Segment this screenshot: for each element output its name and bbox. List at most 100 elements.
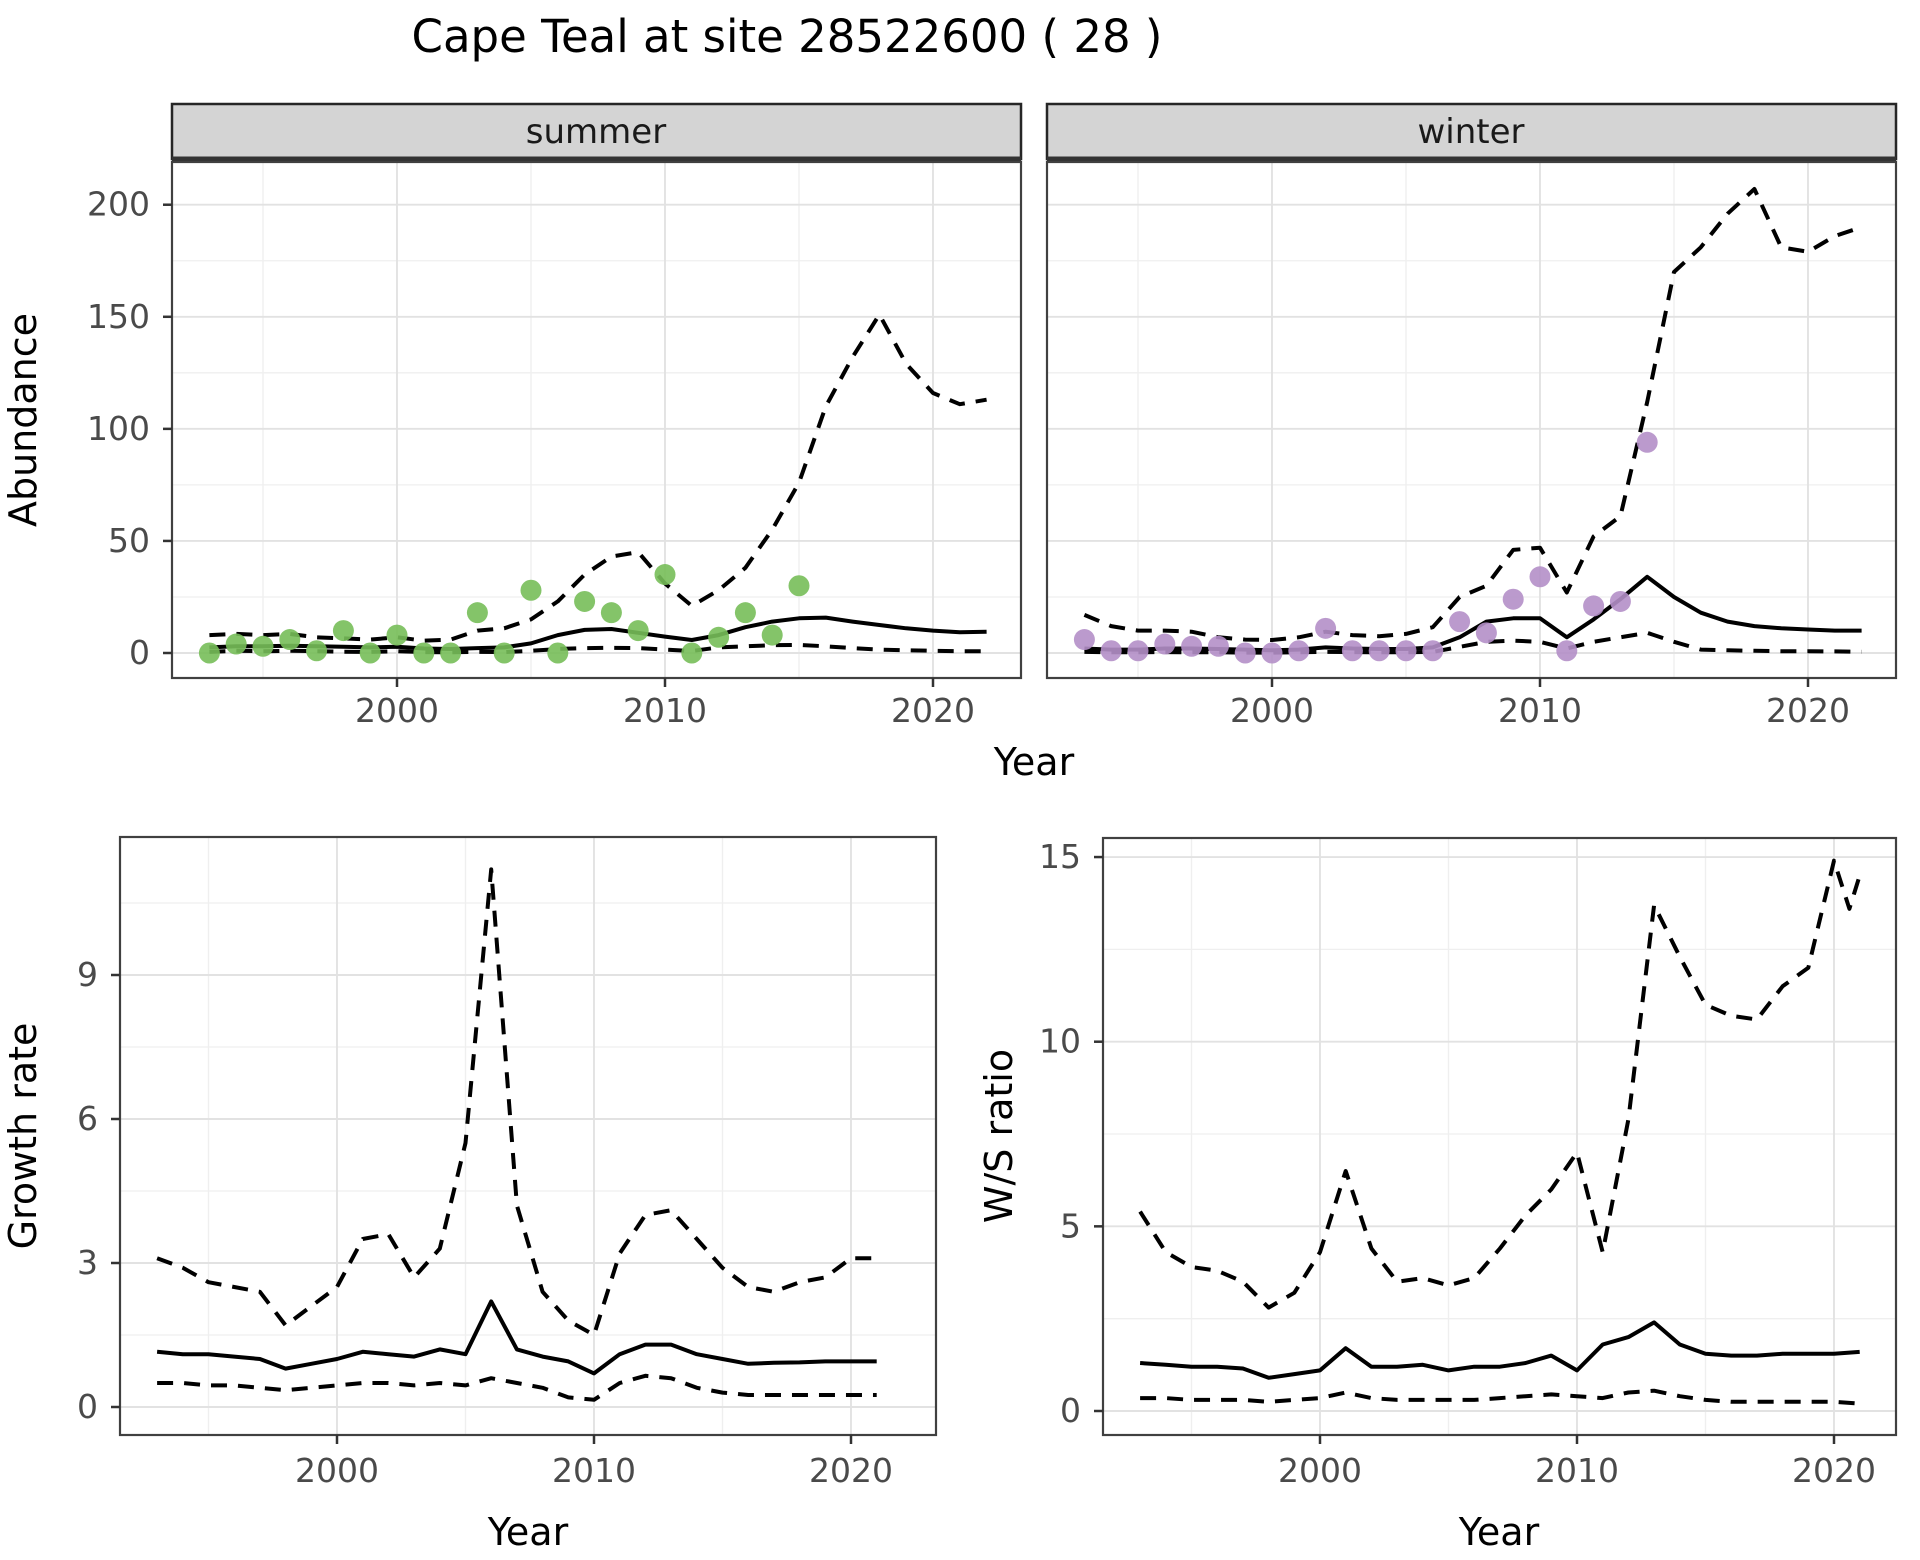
tick-label: 2000 <box>355 691 439 730</box>
ws-ratio-axis-label: W/S ratio <box>977 1049 1021 1223</box>
data-point-summer <box>306 640 328 662</box>
data-point-summer <box>627 620 649 642</box>
data-point-winter <box>1583 595 1605 617</box>
panel-border <box>170 160 1023 680</box>
facet-strip-winter-label: winter <box>1417 112 1524 152</box>
data-point-winter <box>1422 640 1444 662</box>
series-lower-ci <box>1084 630 1862 655</box>
tick-label: 5 <box>1060 1206 1081 1245</box>
year-axis-label-top: Year <box>993 740 1075 784</box>
data-point-summer <box>279 629 301 651</box>
panel-winter: 2000 2010 2020 <box>1045 160 1898 730</box>
data-point-winter <box>1154 633 1176 655</box>
data-point-winter <box>1288 640 1310 662</box>
data-point-winter <box>1395 640 1417 662</box>
series-upper-ci <box>209 312 987 643</box>
tick-label: 200 <box>87 185 150 224</box>
panel-border <box>1101 836 1898 1437</box>
tick-label: 2000 <box>1230 691 1314 730</box>
panel-border <box>1045 160 1898 680</box>
data-point-summer <box>413 642 435 664</box>
tick-label: 15 <box>1039 837 1081 876</box>
tick-label: 3 <box>77 1243 98 1282</box>
tick-label: 2010 <box>1498 691 1582 730</box>
data-point-winter <box>1073 629 1095 651</box>
data-point-winter <box>1127 640 1149 662</box>
data-point-winter <box>1609 590 1631 612</box>
series-upper-ci <box>156 867 877 1337</box>
tick-label: 2020 <box>809 1451 893 1490</box>
series-median <box>1139 1320 1860 1380</box>
tick-label: 2020 <box>891 691 975 730</box>
panel-ws: 2000 2010 2020 0 5 10 15 <box>1039 836 1898 1490</box>
panel-border <box>118 835 938 1437</box>
year-axis-label-bottom-right: Year <box>1458 1510 1540 1554</box>
data-point-summer <box>520 579 542 601</box>
series-lower-ci <box>157 1373 877 1402</box>
series-median <box>209 615 987 651</box>
tick-label: 0 <box>129 633 150 672</box>
growth-rate-axis-label: Growth rate <box>1 1023 45 1250</box>
facet-strip-summer-label: summer <box>526 112 666 152</box>
data-point-winter <box>1368 640 1390 662</box>
data-point-summer <box>225 633 247 655</box>
tick-label: 50 <box>108 521 150 560</box>
data-point-summer <box>547 642 569 664</box>
tick-label: 0 <box>1060 1391 1081 1430</box>
series-lower-ci <box>1140 1388 1860 1406</box>
tick-label: 2010 <box>1535 1451 1619 1490</box>
facet-strip-winter <box>1045 102 1898 161</box>
chart-title: Cape Teal at site 28522600 ( 28 ) <box>412 10 1163 63</box>
data-point-winter <box>1556 640 1578 662</box>
data-point-summer <box>708 626 730 648</box>
data-point-winter <box>1181 635 1203 657</box>
tick-label: 100 <box>87 409 150 448</box>
tick-label: 150 <box>87 297 150 336</box>
panel-growth: 2000 2010 2020 0 3 6 9 <box>77 835 938 1490</box>
series-upper-ci <box>1083 187 1863 642</box>
tick-label: 10 <box>1039 1022 1081 1061</box>
data-point-winter <box>1475 622 1497 644</box>
abundance-axis-label: Abundance <box>1 313 45 527</box>
data-point-summer <box>654 564 676 586</box>
tick-label: 0 <box>77 1387 98 1426</box>
data-point-summer <box>574 590 596 612</box>
data-point-summer <box>493 642 515 664</box>
series-lower-ci <box>209 642 987 655</box>
tick-label: 2010 <box>623 691 707 730</box>
series-median <box>1084 574 1862 653</box>
data-point-summer <box>466 602 488 624</box>
data-point-summer <box>788 575 810 597</box>
data-point-winter <box>1529 566 1551 588</box>
data-point-winter <box>1502 588 1524 610</box>
series-median <box>156 1299 877 1376</box>
tick-label: 2000 <box>295 1451 379 1490</box>
data-point-summer <box>600 602 622 624</box>
data-point-summer <box>332 620 354 642</box>
data-point-winter <box>1449 611 1471 633</box>
data-point-winter <box>1207 635 1229 657</box>
data-point-winter <box>1636 431 1658 453</box>
data-point-summer <box>386 624 408 646</box>
data-point-summer <box>440 642 462 664</box>
tick-label: 6 <box>77 1099 98 1138</box>
tick-label: 2020 <box>1792 1451 1876 1490</box>
data-point-summer <box>252 635 274 657</box>
tick-label: 2010 <box>552 1451 636 1490</box>
data-point-winter <box>1234 642 1256 664</box>
data-point-winter <box>1341 640 1363 662</box>
year-axis-label-bottom-left: Year <box>487 1510 569 1554</box>
tick-label: 2000 <box>1278 1451 1362 1490</box>
data-point-summer <box>681 642 703 664</box>
data-point-summer <box>761 624 783 646</box>
data-point-winter <box>1261 642 1283 664</box>
data-point-summer <box>734 602 756 624</box>
tick-label: 9 <box>77 955 98 994</box>
data-point-summer <box>359 642 381 664</box>
series-upper-ci <box>1138 858 1862 1310</box>
facet-strip-summer <box>170 102 1023 161</box>
data-point-winter <box>1315 617 1337 639</box>
